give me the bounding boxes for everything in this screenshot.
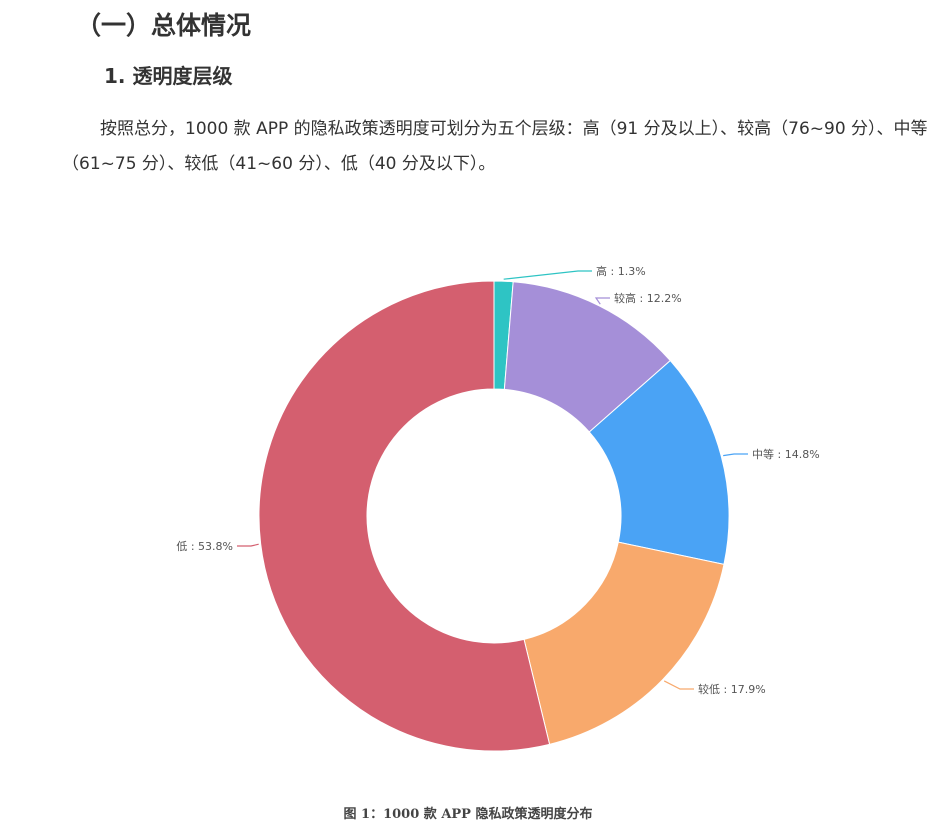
subsection-title: 1. 透明度层级 [104,64,233,88]
slice-低 [258,280,551,752]
data-label: 中等 : 14.8% [752,447,820,461]
label-line [503,270,592,280]
data-label: 较高 : 12.2% [614,291,682,305]
data-label: 低 : 53.8% [176,540,233,553]
label-line [237,543,259,547]
label-line [723,453,748,457]
label-line [594,297,610,305]
figure-caption: 图 1：1000 款 APP 隐私政策透明度分布 [343,807,593,822]
donut-chart: 高 : 1.3% 较高 : 12.2% 中等 : 14.8% 较低 : 17.9% 低 … [176,264,820,752]
section-title: （一）总体情况 [76,11,252,40]
data-label: 较低 : 17.9% [698,682,766,696]
body-paragraph: 按照总分，1000 款 APP 的隐私政策透明度可划分为五个层级：高（91 分及… [62,119,928,174]
label-line [663,680,694,690]
data-label: 高 : 1.3% [596,264,646,278]
slice-较低 [523,541,725,745]
slice-中等 [588,359,730,565]
